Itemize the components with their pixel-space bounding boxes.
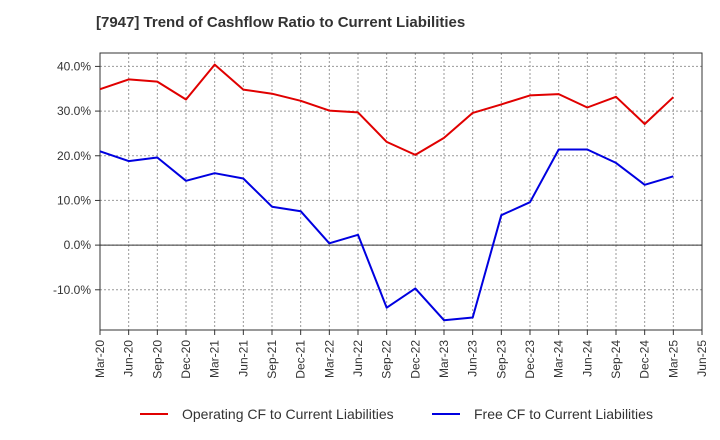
x-tick-label: Jun-22 (351, 340, 365, 377)
x-tick-label: Dec-21 (294, 340, 308, 379)
y-tick-label: 0.0% (64, 238, 92, 252)
x-tick-label: Jun-20 (122, 340, 136, 377)
x-tick-label: Dec-24 (638, 340, 652, 379)
y-tick-label: 20.0% (57, 149, 91, 163)
plot-frame (99, 52, 703, 331)
x-tick-label: Dec-20 (179, 340, 193, 379)
x-tick-label: Sep-23 (494, 340, 508, 379)
x-tick-label: Sep-20 (150, 340, 164, 379)
x-tick-label: Sep-24 (609, 340, 623, 379)
y-tick-label: 40.0% (57, 59, 91, 73)
x-tick-label: Dec-23 (523, 340, 537, 379)
x-tick-label: Mar-23 (437, 340, 451, 378)
x-tick-label: Jun-23 (466, 340, 480, 377)
x-tick-label: Sep-22 (380, 340, 394, 379)
x-tick-label: Jun-21 (236, 340, 250, 377)
y-tick-label: -10.0% (53, 283, 91, 297)
x-tick-label: Mar-25 (666, 340, 680, 378)
x-tick-label: Jun-24 (580, 340, 594, 377)
x-tick-label: Mar-20 (93, 340, 107, 378)
y-tick-label: 10.0% (57, 193, 91, 207)
x-tick-label: Dec-22 (408, 340, 422, 379)
x-tick-label: Mar-24 (552, 340, 566, 378)
x-tick-label: Jun-25 (695, 340, 709, 377)
y-tick-label: 30.0% (57, 104, 91, 118)
free-cf-line (99, 148, 674, 322)
legend-free-cf-label: Free CF to Current Liabilities (474, 406, 653, 422)
operating-cf-line (99, 63, 674, 156)
legend-operating-cf-label: Operating CF to Current Liabilities (182, 406, 394, 422)
x-tick-label: Mar-22 (322, 340, 336, 378)
x-tick-label: Sep-21 (265, 340, 279, 379)
chart-title: [7947] Trend of Cashflow Ratio to Curren… (96, 14, 466, 31)
x-tick-label: Mar-21 (208, 340, 222, 378)
